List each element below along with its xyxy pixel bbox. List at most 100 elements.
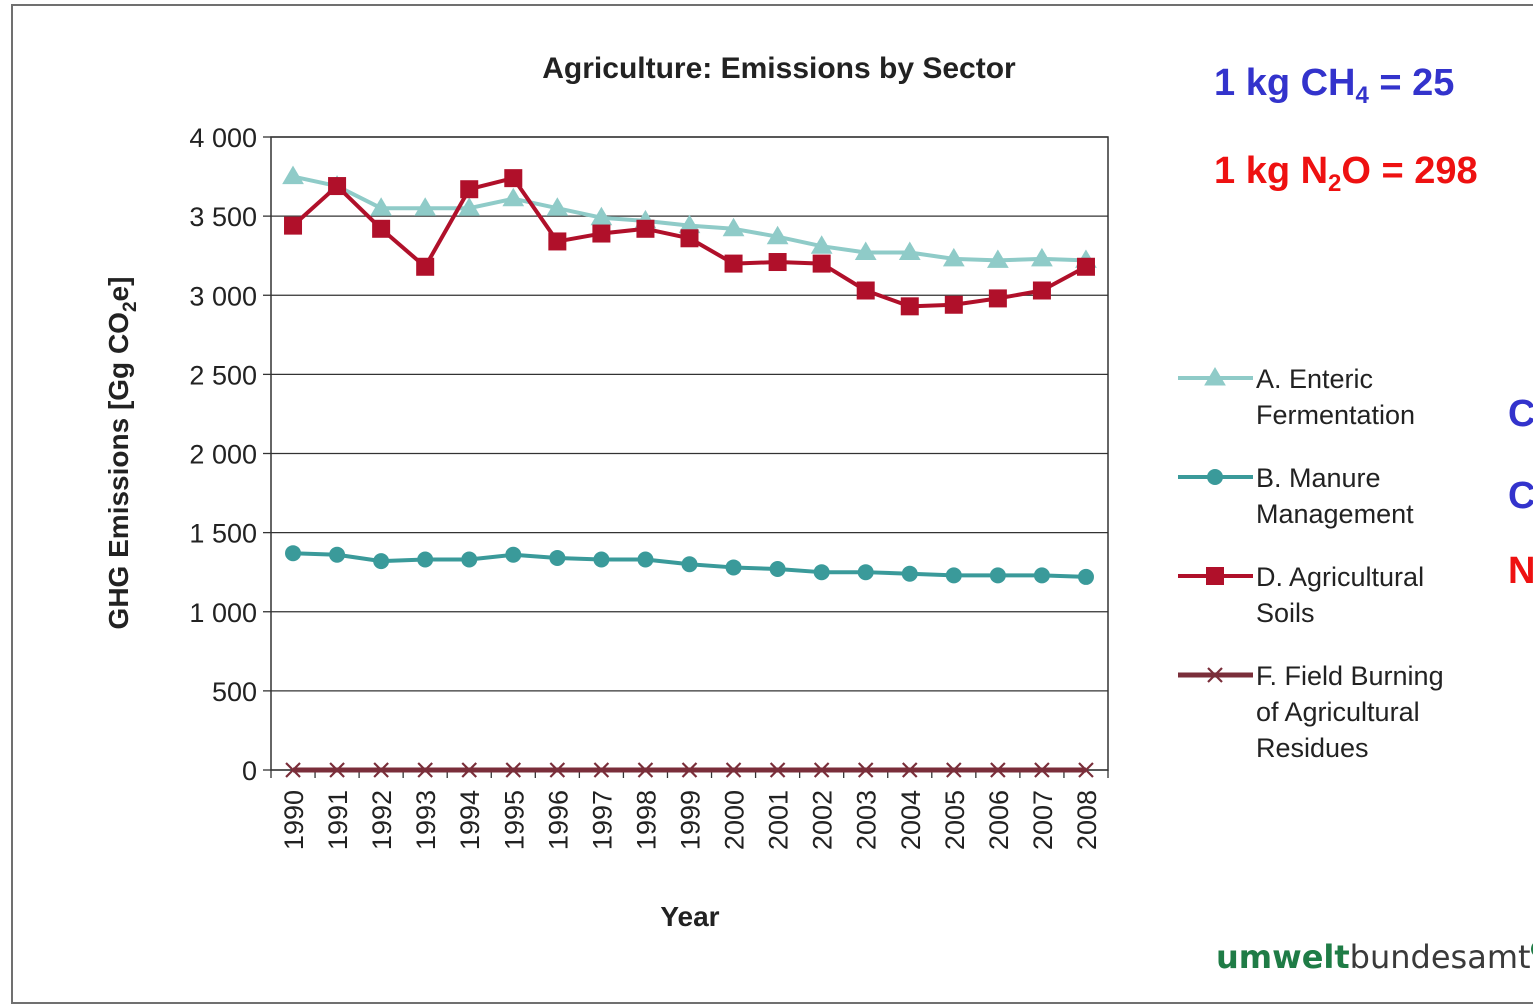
x-marker [946,762,962,778]
x-marker [637,762,654,778]
x-tick-label: 1994 [455,790,485,850]
ch4-conversion-note: 1 kg CH4 = 25 [1214,62,1454,110]
triangle-marker [546,197,569,216]
triangle-marker [282,165,304,185]
square-marker [1076,257,1095,276]
triangle-marker [414,197,437,216]
legend-label: Management [1256,499,1414,529]
legend-label: Fermentation [1256,400,1415,430]
x-marker [769,762,786,778]
x-marker [1207,667,1223,683]
circle-marker [989,567,1006,584]
square-marker [812,254,831,273]
side-label-3: N [1508,550,1533,592]
x-marker [901,762,918,778]
x-tick-label: 1996 [543,790,573,850]
triangle-marker [722,217,745,237]
x-marker [1078,762,1094,778]
x-axis-ticks: 1990 1991 1992 1993 1994 1995 1996 1997 1998 1999… [270,770,1109,850]
triangle-marker [458,197,481,216]
x-tick-label: 1998 [631,790,661,850]
x-marker [373,762,389,778]
circle-marker [373,553,390,570]
x-tick-label: 2003 [852,790,882,850]
triangle-marker [1031,247,1053,267]
n2o-note-sub: 2 [1328,170,1342,197]
legend-item: D. Agricultural Soils [1178,562,1424,628]
legend-item: B. Manure Management [1178,463,1414,529]
x-marker [461,762,478,778]
square-marker [284,216,303,235]
y-tick-label: 500 [212,677,257,707]
y-axis-title-sub: 2 [120,301,141,312]
legend-item: F. Field Burning of Agricultural Residues [1178,661,1444,763]
legend: A. Enteric Fermentation B. Manure Managemen… [1178,364,1444,763]
y-axis-title-main: GHG Emissions [Gg CO [103,312,134,629]
x-tick-label: 2005 [940,790,970,850]
x-marker [857,762,874,778]
square-marker [900,297,919,316]
square-marker [372,219,391,238]
circle-marker [901,565,918,582]
n2o-note-post: O = 298 [1341,150,1478,192]
square-marker [944,295,963,314]
triangle-marker [502,187,525,207]
logo-regular-text: bundesamt [1349,938,1531,976]
x-marker [593,762,610,778]
square-marker [548,232,567,251]
x-tick-label: 2004 [896,790,926,850]
legend-item: A. Enteric Fermentation [1178,364,1415,430]
circle-marker [1077,568,1094,585]
circle-marker [725,559,742,576]
series-layer [282,165,1097,778]
square-marker [724,254,743,273]
x-marker [417,762,433,778]
x-marker [813,762,830,778]
circle-marker [857,564,874,581]
circle-marker [505,546,522,563]
square-marker [328,177,347,196]
circle-marker [329,546,346,563]
x-tick-label: 2002 [808,790,838,850]
x-axis-title: Year [660,901,719,932]
y-tick-label: 1 000 [189,598,257,628]
y-axis-ticks: 0 500 1 000 1 500 2 000 2 500 3 000 3 500 4 000 [189,123,271,786]
x-tick-label: 1997 [587,790,617,850]
series-circle [285,545,1094,585]
chart-title: Agriculture: Emissions by Sector [542,52,1016,85]
circle-marker [637,551,654,568]
square-marker [768,253,787,272]
side-label-2: C [1508,475,1533,517]
triangle-marker [810,235,833,254]
series-triangle [282,165,1097,268]
x-marker [285,762,301,778]
y-tick-label: 2 000 [189,440,257,470]
triangle-marker [942,247,965,267]
x-marker [725,762,742,778]
ch4-note-sub: 4 [1355,82,1369,109]
legend-label: D. Agricultural [1256,562,1424,592]
x-marker [990,762,1006,778]
x-tick-label: 2007 [1028,790,1058,850]
circle-marker [285,545,302,562]
triangle-marker [370,197,393,216]
x-tick-label: 1990 [279,790,309,850]
umweltbundesamt-logo: umweltbundesamtU [1216,938,1533,976]
y-tick-label: 0 [242,756,257,786]
circle-marker [945,567,962,584]
logo-bold-text: umwelt [1216,938,1350,976]
y-tick-label: 3 500 [189,202,257,232]
series-x [285,762,1094,778]
triangle-marker [1204,367,1226,386]
y-tick-label: 4 000 [189,123,257,153]
x-tick-label: 1993 [411,790,441,850]
legend-label: Soils [1256,598,1315,628]
ch4-note-pre: 1 kg CH [1214,62,1356,104]
x-marker [549,762,566,778]
circle-marker [681,556,698,573]
legend-label: A. Enteric [1256,364,1373,394]
square-marker [592,224,611,243]
circle-marker [1207,469,1223,485]
n2o-note-pre: 1 kg N [1214,150,1329,192]
